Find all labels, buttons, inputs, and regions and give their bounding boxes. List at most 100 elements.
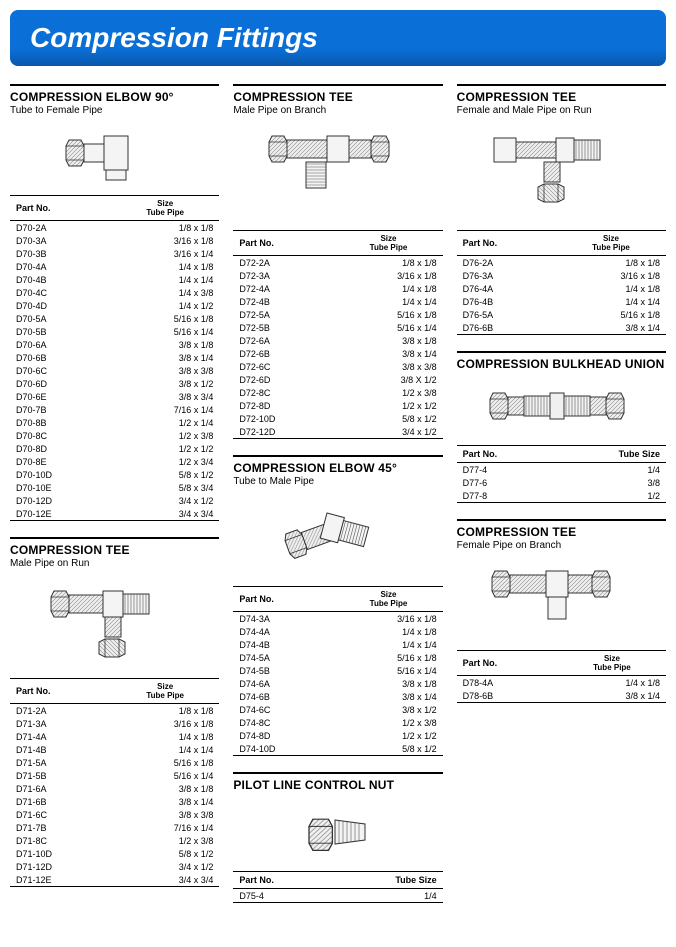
cell-size: 5/8 x 3/4 (111, 481, 219, 494)
table-row: D74-10D5/8 x 1/2 (233, 742, 442, 756)
cell-size: 3/8 (554, 476, 666, 489)
cell-size: 7/16 x 1/4 (111, 821, 219, 834)
pilot-nut-icon (233, 792, 442, 871)
col-header-size: SizeTube Pipe (558, 651, 666, 676)
table-row: D76-6B3/8 x 1/4 (457, 321, 666, 335)
table-row: D71-8C1/2 x 3/8 (10, 834, 219, 847)
table-row: D72-8C1/2 x 3/8 (233, 386, 442, 399)
cell-size: 1/4 x 1/4 (334, 295, 442, 308)
cell-partno: D70-6D (10, 377, 111, 390)
table-row: D70-6D3/8 x 1/2 (10, 377, 219, 390)
section: COMPRESSION TEEFemale and Male Pipe on R… (457, 84, 666, 335)
cell-partno: D74-3A (233, 612, 334, 626)
cell-size: 1/4 x 1/8 (111, 730, 219, 743)
cell-partno: D74-5B (233, 664, 334, 677)
table-row: D72-5A5/16 x 1/8 (233, 308, 442, 321)
cell-size: 1/2 x 1/2 (111, 442, 219, 455)
section-title: COMPRESSION TEE (233, 84, 442, 104)
cell-size: 3/16 x 1/4 (111, 247, 219, 260)
table-row: D71-10D5/8 x 1/2 (10, 847, 219, 860)
table-row: D74-4A1/4 x 1/8 (233, 625, 442, 638)
table-row: D74-6B3/8 x 1/4 (233, 690, 442, 703)
table-row: D70-12D3/4 x 1/2 (10, 494, 219, 507)
table-row: D72-10D5/8 x 1/2 (233, 412, 442, 425)
cell-partno: D70-6E (10, 390, 111, 403)
cell-partno: D71-5B (10, 769, 111, 782)
cell-partno: D70-8C (10, 429, 111, 442)
cell-partno: D77-6 (457, 476, 555, 489)
cell-size: 1/8 x 1/8 (111, 704, 219, 718)
table-row: D74-8D1/2 x 1/2 (233, 729, 442, 742)
cell-size: 1/4 x 1/8 (556, 282, 666, 295)
table-row: D74-5A5/16 x 1/8 (233, 651, 442, 664)
table-row: D71-4A1/4 x 1/8 (10, 730, 219, 743)
cell-partno: D74-5A (233, 651, 334, 664)
table-row: D74-6A3/8 x 1/8 (233, 677, 442, 690)
cell-partno: D76-4B (457, 295, 556, 308)
cell-size: 3/8 x 1/8 (334, 334, 442, 347)
cell-size: 3/16 x 1/8 (111, 234, 219, 247)
table-row: D70-4D1/4 x 1/2 (10, 299, 219, 312)
cell-size: 5/8 x 1/2 (334, 742, 442, 756)
section-title: PILOT LINE CONTROL NUT (233, 772, 442, 792)
table-row: D76-2A1/8 x 1/8 (457, 256, 666, 270)
section: COMPRESSION BULKHEAD UNION Part No.Tube … (457, 351, 666, 503)
col-header-size: SizeTube Pipe (111, 679, 219, 704)
cell-partno: D74-6C (233, 703, 334, 716)
section-subtitle: Female Pipe on Branch (457, 540, 666, 551)
table-row: D70-8B1/2 x 1/4 (10, 416, 219, 429)
cell-partno: D72-6D (233, 373, 334, 386)
col-header-partno: Part No. (457, 231, 556, 256)
cell-size: 1/4 x 3/8 (111, 286, 219, 299)
section-subtitle: Tube to Male Pipe (233, 476, 442, 487)
cell-partno: D72-10D (233, 412, 334, 425)
table-row: D71-5B5/16 x 1/4 (10, 769, 219, 782)
section: PILOT LINE CONTROL NUT Part No.Tube Size… (233, 772, 442, 903)
cell-partno: D70-10E (10, 481, 111, 494)
cell-partno: D72-4A (233, 282, 334, 295)
table-row: D70-4C1/4 x 3/8 (10, 286, 219, 299)
cell-size: 1/4 (331, 889, 443, 903)
table-row: D70-10D5/8 x 1/2 (10, 468, 219, 481)
elbow90-icon (10, 116, 219, 195)
cell-partno: D71-6B (10, 795, 111, 808)
cell-partno: D72-5B (233, 321, 334, 334)
cell-partno: D72-5A (233, 308, 334, 321)
cell-partno: D72-6C (233, 360, 334, 373)
cell-size: 1/2 x 1/2 (334, 729, 442, 742)
table-row: D70-6C3/8 x 3/8 (10, 364, 219, 377)
cell-partno: D71-4A (10, 730, 111, 743)
section-title: COMPRESSION TEE (10, 537, 219, 557)
cell-size: 3/4 x 3/4 (111, 507, 219, 521)
table-row: D71-6A3/8 x 1/8 (10, 782, 219, 795)
cell-size: 3/16 x 1/8 (111, 717, 219, 730)
col-header-size: SizeTube Pipe (111, 196, 219, 221)
cell-partno: D71-10D (10, 847, 111, 860)
table-row: D72-5B5/16 x 1/4 (233, 321, 442, 334)
table-row: D72-6A3/8 x 1/8 (233, 334, 442, 347)
cell-partno: D71-7B (10, 821, 111, 834)
cell-partno: D70-5A (10, 312, 111, 325)
section: COMPRESSION TEEMale Pipe on Branch Part … (233, 84, 442, 439)
col-header-partno: Part No. (457, 651, 558, 676)
col-header-size: Tube Size (554, 446, 666, 463)
cell-partno: D71-12D (10, 860, 111, 873)
column-2: COMPRESSION TEEFemale and Male Pipe on R… (457, 84, 666, 919)
cell-partno: D72-6B (233, 347, 334, 360)
cell-size: 1/2 x 3/8 (111, 429, 219, 442)
cell-partno: D74-8D (233, 729, 334, 742)
cell-partno: D70-8B (10, 416, 111, 429)
cell-size: 7/16 x 1/4 (111, 403, 219, 416)
table-row: D70-2A1/8 x 1/8 (10, 221, 219, 235)
cell-partno: D72-8C (233, 386, 334, 399)
col-header-size: SizeTube Pipe (334, 587, 442, 612)
table-row: D71-4B1/4 x 1/4 (10, 743, 219, 756)
col-header-size: Tube Size (331, 872, 443, 889)
elbow45-icon (233, 487, 442, 586)
section: COMPRESSION TEEFemale Pipe on Branch Par… (457, 519, 666, 703)
cell-partno: D71-8C (10, 834, 111, 847)
table-row: D72-6C3/8 x 3/8 (233, 360, 442, 373)
columns-container: COMPRESSION ELBOW 90°Tube to Female Pipe… (10, 84, 666, 919)
table-row: D74-6C3/8 x 1/2 (233, 703, 442, 716)
cell-size: 5/16 x 1/4 (334, 664, 442, 677)
